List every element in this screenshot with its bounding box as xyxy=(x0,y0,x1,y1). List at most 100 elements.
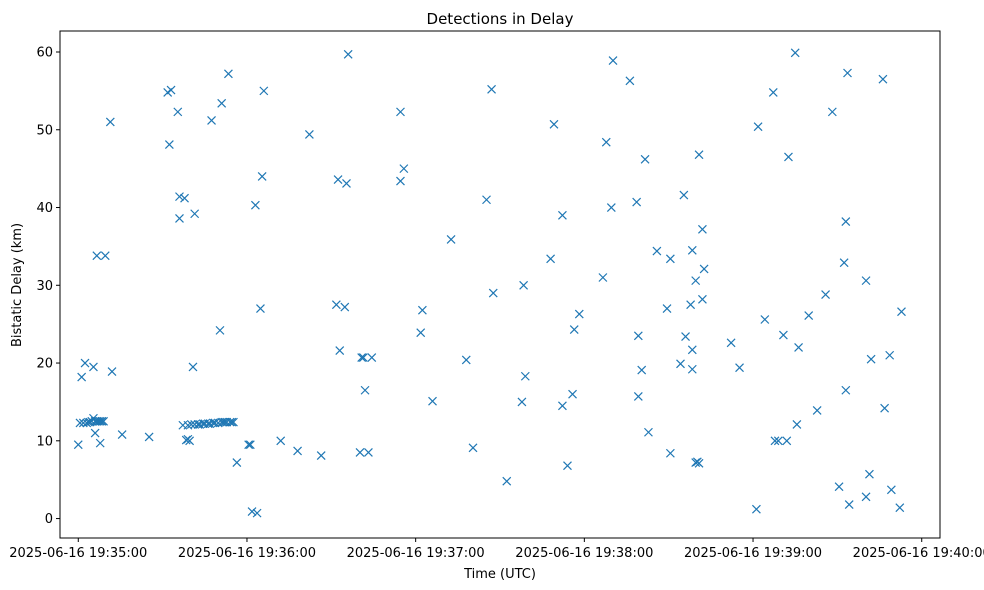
data-point-marker xyxy=(784,152,793,162)
y-tick-label: 50 xyxy=(36,123,53,138)
data-point-marker xyxy=(569,325,579,335)
data-point-marker xyxy=(218,417,228,427)
data-markers xyxy=(73,48,906,518)
data-point-marker xyxy=(256,304,265,314)
data-point-marker xyxy=(519,280,529,290)
data-point-marker xyxy=(342,178,351,188)
data-point-marker xyxy=(790,48,800,58)
y-tick-label: 10 xyxy=(36,434,53,449)
data-point-marker xyxy=(662,304,672,314)
data-point-marker xyxy=(304,129,314,139)
y-tick-label: 60 xyxy=(36,45,53,60)
data-point-marker xyxy=(687,364,697,374)
data-point-marker xyxy=(185,436,195,446)
data-point-marker xyxy=(207,116,216,125)
data-point-marker xyxy=(768,88,778,97)
y-tick-label: 20 xyxy=(36,357,53,372)
data-point-marker xyxy=(598,273,608,282)
data-point-marker xyxy=(753,122,763,132)
data-point-marker xyxy=(188,362,198,372)
data-point-marker xyxy=(97,416,107,426)
data-point-marker xyxy=(633,392,643,401)
data-point-marker xyxy=(75,418,85,428)
data-point-marker xyxy=(247,507,257,516)
data-point-marker xyxy=(250,200,260,210)
data-point-marker xyxy=(687,345,697,355)
data-point-marker xyxy=(335,346,345,356)
data-point-marker xyxy=(190,209,200,219)
data-point-marker xyxy=(770,436,780,446)
data-point-marker xyxy=(488,288,498,298)
data-point-marker xyxy=(117,430,127,440)
data-point-marker xyxy=(549,119,559,129)
y-axis-label: Bistatic Delay (km) xyxy=(10,223,25,347)
data-point-marker xyxy=(568,389,577,399)
data-point-marker xyxy=(487,84,496,94)
data-point-marker xyxy=(357,353,367,363)
data-point-marker xyxy=(95,416,105,426)
data-point-marker xyxy=(735,363,744,373)
data-point-marker xyxy=(520,371,530,381)
data-point-marker xyxy=(446,234,456,244)
x-tick-label: 2025-06-16 19:38:00 xyxy=(515,546,653,561)
data-point-marker xyxy=(601,137,611,147)
data-point-marker xyxy=(90,428,100,438)
data-point-marker xyxy=(95,438,105,448)
data-point-marker xyxy=(175,213,184,223)
data-point-marker xyxy=(773,436,783,446)
x-axis-label: Time (UTC) xyxy=(463,567,536,582)
data-point-marker xyxy=(276,436,286,446)
data-point-marker xyxy=(606,203,616,212)
data-point-marker xyxy=(105,117,115,127)
x-axis: 2025-06-16 19:35:00 2025-06-16 19:36:00 20… xyxy=(9,538,984,561)
data-point-marker xyxy=(546,254,556,264)
data-point-marker xyxy=(698,294,707,304)
data-point-marker xyxy=(89,362,98,372)
data-point-marker xyxy=(416,328,426,338)
y-axis: 0 10 20 30 40 50 60 xyxy=(36,45,60,527)
y-tick-label: 0 xyxy=(45,512,53,527)
data-point-marker xyxy=(468,443,478,453)
data-point-marker xyxy=(676,359,685,369)
data-point-marker xyxy=(166,85,176,95)
data-point-marker xyxy=(80,358,90,368)
data-point-marker xyxy=(792,420,802,429)
data-point-marker xyxy=(340,302,350,312)
data-point-marker xyxy=(574,309,584,319)
data-point-marker xyxy=(215,325,225,335)
data-point-marker xyxy=(861,276,871,286)
data-point-marker xyxy=(229,417,238,427)
data-point-marker xyxy=(691,458,701,467)
data-point-marker xyxy=(625,76,635,86)
data-point-marker xyxy=(665,448,675,458)
data-point-marker xyxy=(223,69,233,79)
data-point-marker xyxy=(691,276,701,286)
data-point-marker xyxy=(885,350,895,360)
y-tick-label: 30 xyxy=(36,279,53,294)
data-point-marker xyxy=(343,49,353,59)
data-point-marker xyxy=(144,432,154,442)
data-point-marker xyxy=(812,406,822,415)
data-point-marker xyxy=(821,290,830,300)
data-point-marker xyxy=(632,197,642,207)
data-point-marker xyxy=(652,246,662,256)
data-point-marker xyxy=(73,440,83,450)
data-point-marker xyxy=(217,98,227,108)
data-point-marker xyxy=(245,440,255,450)
data-point-marker xyxy=(804,311,814,321)
data-point-marker xyxy=(679,190,689,200)
data-point-marker xyxy=(640,154,650,164)
data-point-marker xyxy=(644,427,653,437)
data-point-marker xyxy=(839,258,849,268)
data-point-marker xyxy=(316,451,326,460)
data-point-marker xyxy=(399,164,409,174)
data-point-marker xyxy=(751,504,761,514)
x-tick-label: 2025-06-16 19:39:00 xyxy=(684,546,822,561)
data-point-marker xyxy=(517,397,527,407)
plot-frame xyxy=(59,30,941,539)
data-point-marker xyxy=(225,417,235,427)
data-point-marker xyxy=(694,150,704,160)
data-point-marker xyxy=(563,461,572,471)
data-point-marker xyxy=(257,171,267,181)
data-point-marker xyxy=(186,420,196,429)
